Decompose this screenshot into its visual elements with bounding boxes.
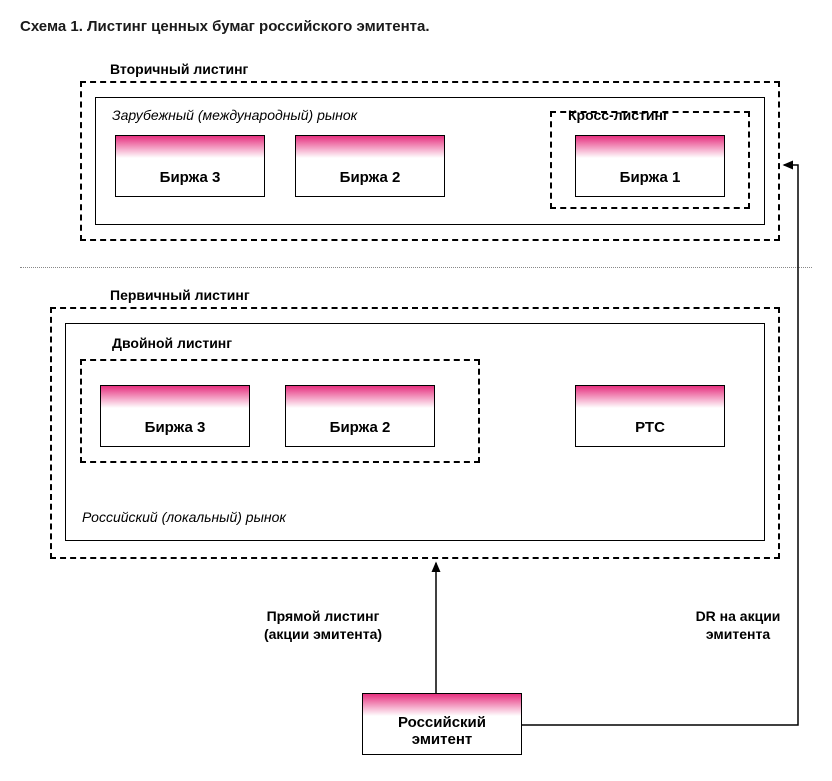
diagram-title: Схема 1. Листинг ценных бумаг российског… xyxy=(20,18,812,35)
direct-listing-label: Прямой листинг (акции эмитента) xyxy=(238,607,408,643)
node-issuer: Российский эмитент xyxy=(362,693,522,755)
node-label: Российский эмитент xyxy=(398,714,486,749)
arrow-dr xyxy=(20,53,812,763)
diagram-canvas: Вторичный листинг Зарубежный (международ… xyxy=(20,53,812,763)
dr-label: DR на акции эмитента xyxy=(668,607,808,643)
